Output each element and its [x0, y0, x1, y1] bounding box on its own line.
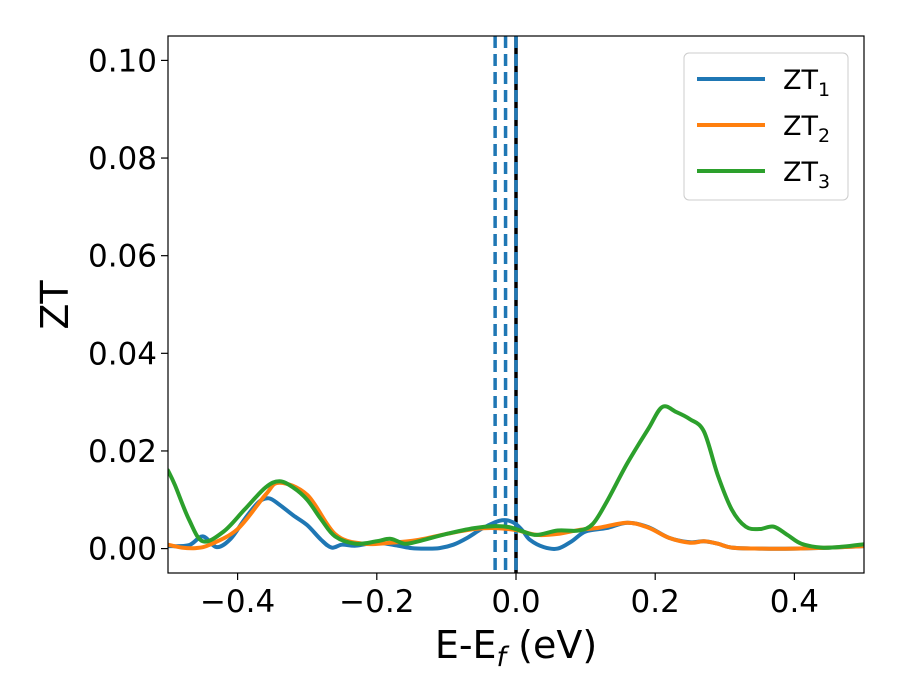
- series-layer: [168, 404, 864, 551]
- legend-label-1: ZT1: [783, 65, 830, 101]
- legend-label-3: ZT3: [783, 157, 830, 193]
- legend-label-2: ZT2: [783, 111, 830, 147]
- series-line-3: [168, 404, 864, 550]
- x-tick-label: −0.4: [200, 584, 275, 620]
- x-tick-label: 0.2: [631, 584, 680, 620]
- x-axis-ticks: −0.4 −0.2 0.0 0.2 0.4: [200, 573, 819, 620]
- x-tick-label: 0.0: [491, 584, 540, 620]
- x-tick-label: 0.4: [770, 584, 819, 620]
- y-tick-label: 0.10: [88, 43, 157, 79]
- y-axis-title: ZT: [33, 280, 77, 330]
- y-axis-ticks: 0.00 0.02 0.04 0.06 0.08 0.10: [88, 43, 168, 568]
- y-tick-label: 0.06: [88, 239, 157, 275]
- y-tick-label: 0.08: [88, 141, 157, 177]
- x-tick-label: −0.2: [339, 584, 414, 620]
- x-axis-title: E-Ef (eV): [435, 623, 597, 673]
- y-tick-label: 0.04: [88, 336, 157, 372]
- y-tick-label: 0.00: [88, 532, 157, 568]
- legend-box: [683, 52, 849, 201]
- legend: ZT1 ZT2 ZT3: [683, 52, 849, 201]
- vertical-reference-lines: [493, 36, 518, 573]
- y-tick-label: 0.02: [88, 434, 157, 470]
